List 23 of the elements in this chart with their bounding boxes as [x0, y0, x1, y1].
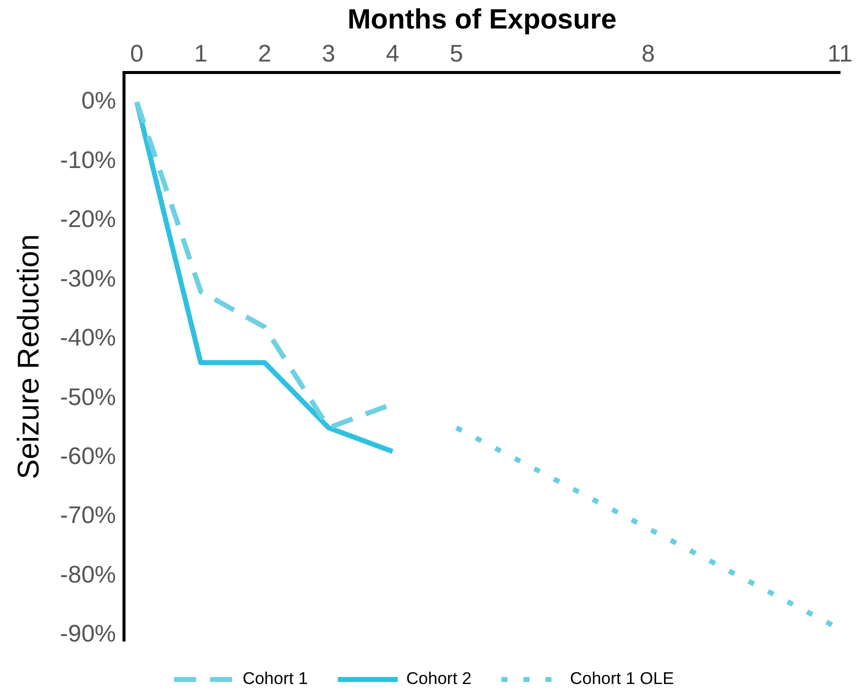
- x-tick-label: 11: [828, 40, 852, 68]
- y-tick-label: -10%: [60, 146, 116, 174]
- x-tick-label: 2: [258, 40, 272, 68]
- y-tick-label: -20%: [60, 206, 116, 234]
- x-tick-label: 3: [322, 40, 336, 68]
- x-tick-label: 0: [130, 40, 144, 68]
- legend-label: Cohort 1 OLE: [570, 669, 674, 688]
- y-tick-label: -90%: [60, 620, 116, 648]
- y-tick-label: -50%: [60, 384, 116, 411]
- x-axis-title: Months of Exposure: [347, 4, 617, 35]
- x-tick-label: 4: [386, 40, 400, 68]
- legend-label: Cohort 1: [242, 669, 308, 688]
- y-tick-label: -30%: [60, 265, 116, 292]
- y-tick-label: -40%: [60, 324, 116, 352]
- x-tick-label: 5: [450, 40, 464, 68]
- y-tick-label: -80%: [60, 561, 116, 588]
- y-tick-label: -60%: [60, 443, 116, 470]
- x-tick-label: 1: [194, 40, 208, 68]
- y-tick-label: 0%: [81, 88, 116, 115]
- legend-label: Cohort 2: [406, 669, 472, 688]
- y-axis-title: Seizure Reduction: [12, 234, 46, 480]
- y-tick-label: -70%: [60, 502, 116, 530]
- x-tick-label: 8: [642, 40, 655, 68]
